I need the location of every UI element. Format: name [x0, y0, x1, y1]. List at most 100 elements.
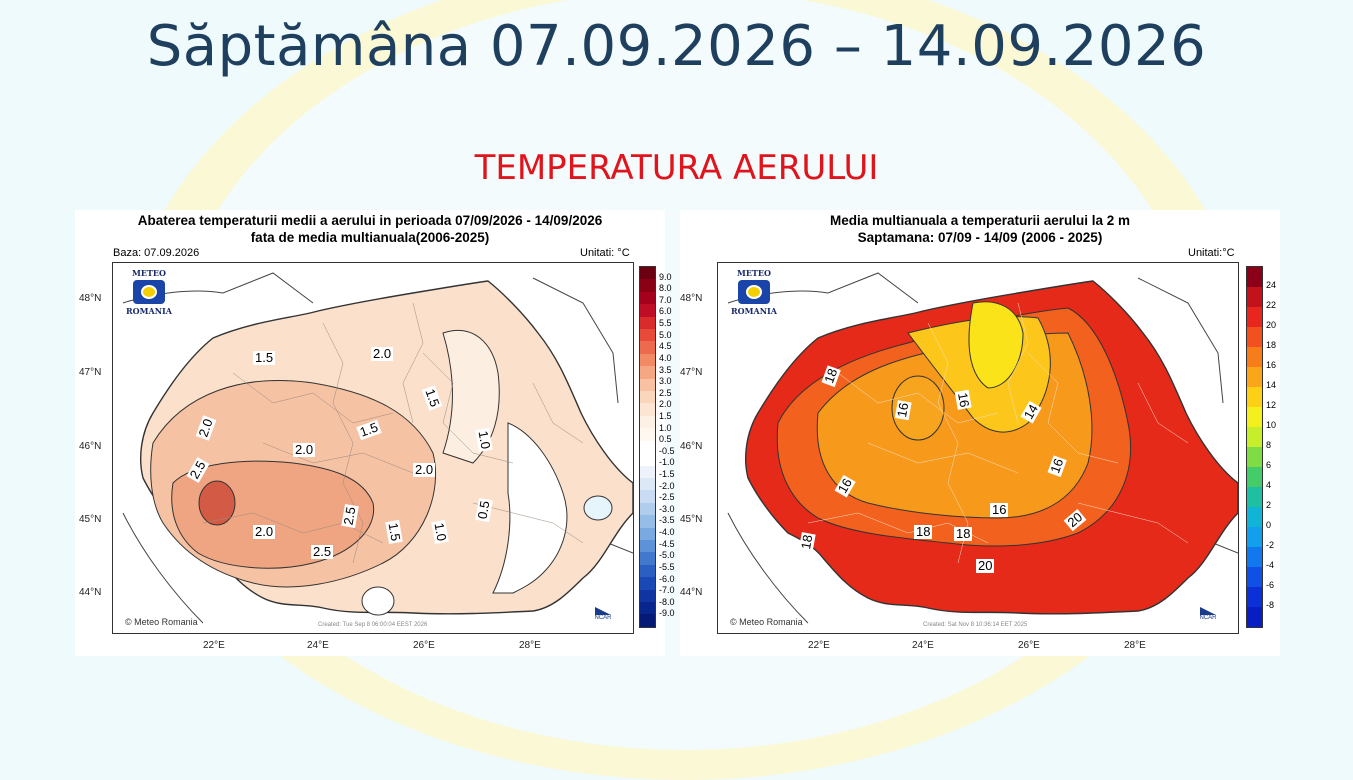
colorbar-label: 4 — [1266, 480, 1272, 490]
colorbar-cell — [640, 477, 655, 491]
contour-label: 18 — [914, 524, 933, 539]
colorbar-cell — [1247, 347, 1262, 367]
colorbar-cell — [640, 267, 655, 280]
anomaly-map-panel: Abaterea temperaturii medii a aerului in… — [75, 210, 675, 656]
ncar-logo: NCAR — [1194, 607, 1222, 621]
colorbar-label: 2.5 — [659, 387, 672, 398]
meteo-romania-logo: METEO ROMANIA — [724, 268, 784, 316]
ncar-logo: NCAR — [589, 607, 617, 621]
colorbar-cell — [640, 614, 655, 627]
colorbar-label: -1.5 — [659, 469, 675, 480]
contour-label: 18 — [954, 526, 973, 541]
contour-label: 1.0 — [431, 519, 450, 545]
colorbar-label: 5.5 — [659, 318, 672, 329]
colorbar-cell — [640, 403, 655, 416]
logo-icon — [738, 280, 770, 304]
slide-subtitle: TEMPERATURA AERULUI — [474, 148, 879, 188]
logo-text-top: METEO — [737, 268, 771, 278]
colorbar-label: -4.0 — [659, 527, 675, 538]
logo-text-bottom: ROMANIA — [126, 306, 172, 316]
ncar-text: NCAR — [594, 615, 612, 621]
logo-text-bottom: ROMANIA — [731, 306, 777, 316]
colorbar-label: -9.0 — [659, 608, 675, 619]
units-label: Unitati: °C — [580, 247, 630, 259]
lat-label: 47°N — [79, 367, 102, 378]
colorbar-cell — [1247, 327, 1262, 347]
colorbar-label: -3.0 — [659, 503, 675, 514]
colorbar-cell — [1247, 507, 1262, 527]
climate-map: 18 16 16 14 16 16 16 18 18 20 20 18 METE… — [717, 262, 1239, 634]
colorbar-label: -6 — [1266, 580, 1275, 590]
colorbar-label: 4.5 — [659, 341, 672, 352]
contour-label: 20 — [976, 558, 995, 573]
colorbar-label: 2.0 — [659, 399, 672, 410]
contour-label: 2.5 — [311, 544, 334, 559]
colorbar-label: -8 — [1266, 600, 1275, 610]
colorbar-cell — [640, 353, 655, 367]
colorbar-cell — [640, 440, 655, 454]
units-label: Unitati:°C — [1188, 247, 1235, 259]
colorbar-cell — [640, 539, 655, 553]
colorbar-cell — [1247, 567, 1262, 587]
logo-text-top: METEO — [132, 268, 166, 278]
lon-label: 28°E — [1124, 640, 1146, 651]
colorbar-cell — [1247, 267, 1262, 287]
colorbar-label: 0 — [1266, 520, 1272, 530]
colorbar-cell — [1247, 427, 1262, 447]
colorbar-cell — [640, 552, 655, 565]
base-date-label: Baza: 07.09.2026 — [113, 247, 200, 259]
colorbar-label: 2 — [1266, 500, 1272, 510]
lat-label: 47°N — [680, 367, 703, 378]
colorbar-cell — [640, 515, 655, 528]
colorbar-label: 5.0 — [659, 329, 672, 340]
map-title-line2: fata de media multianuala(2006-2025) — [250, 230, 490, 245]
map-title-line2: Saptamana: 07/09 - 14/09 (2006 - 2025) — [857, 230, 1103, 245]
colorbar-label: -0.5 — [659, 445, 675, 456]
anomaly-map-svg — [122, 272, 633, 624]
copyright-text: © Meteo Romania — [125, 617, 198, 627]
colorbar-cell — [640, 378, 655, 392]
colorbar-label: 18 — [1266, 340, 1277, 350]
climate-map-panel: Media multianuala a temperaturii aerului… — [680, 210, 1280, 656]
colorbar-label: 1.0 — [659, 422, 672, 433]
lat-label: 46°N — [680, 441, 703, 452]
colorbar-cell — [640, 366, 655, 379]
colorbar-cell — [640, 465, 655, 478]
colorbar-cell — [1247, 547, 1262, 567]
ncar-icon — [595, 607, 611, 615]
colorbar-label: -5.5 — [659, 561, 675, 572]
contour-label: 16 — [954, 389, 973, 411]
colorbar-cell — [640, 428, 655, 441]
colorbar-cell — [640, 341, 655, 354]
colorbar-label: 9.0 — [659, 271, 672, 282]
contour-label: 1.0 — [475, 427, 494, 453]
meteo-romania-logo: METEO ROMANIA — [119, 268, 179, 316]
lon-label: 22°E — [203, 640, 225, 651]
lon-label: 24°E — [912, 640, 934, 651]
ncar-icon — [1200, 607, 1216, 615]
colorbar-cell — [1247, 467, 1262, 487]
colorbar-label: 8 — [1266, 440, 1272, 450]
lat-label: 46°N — [79, 441, 102, 452]
colorbar-cell — [640, 502, 655, 516]
colorbar-label: 12 — [1266, 400, 1277, 410]
colorbar-label: -2.5 — [659, 492, 675, 503]
colorbar-cell — [640, 391, 655, 404]
colorbar-label: 6 — [1266, 460, 1272, 470]
colorbar-label: 3.5 — [659, 364, 672, 375]
colorbar-label: -4.5 — [659, 538, 675, 549]
lat-label: 48°N — [79, 293, 102, 304]
colorbar-label: 4.0 — [659, 352, 672, 363]
colorbar-cell — [1247, 607, 1262, 627]
colorbar-cell — [640, 291, 655, 305]
contour-label: 2.0 — [293, 442, 316, 457]
colorbar-cell — [640, 490, 655, 503]
map-title-line1: Media multianuala a temperaturii aerului… — [829, 213, 1131, 228]
colorbar-label: 1.5 — [659, 410, 672, 421]
colorbar-cell — [640, 527, 655, 540]
anomaly-colorbar — [639, 266, 656, 628]
lon-label: 26°E — [413, 640, 435, 651]
colorbar-cell — [640, 453, 655, 466]
contour-label: 2.0 — [371, 346, 394, 361]
colorbar-cell — [640, 329, 655, 342]
